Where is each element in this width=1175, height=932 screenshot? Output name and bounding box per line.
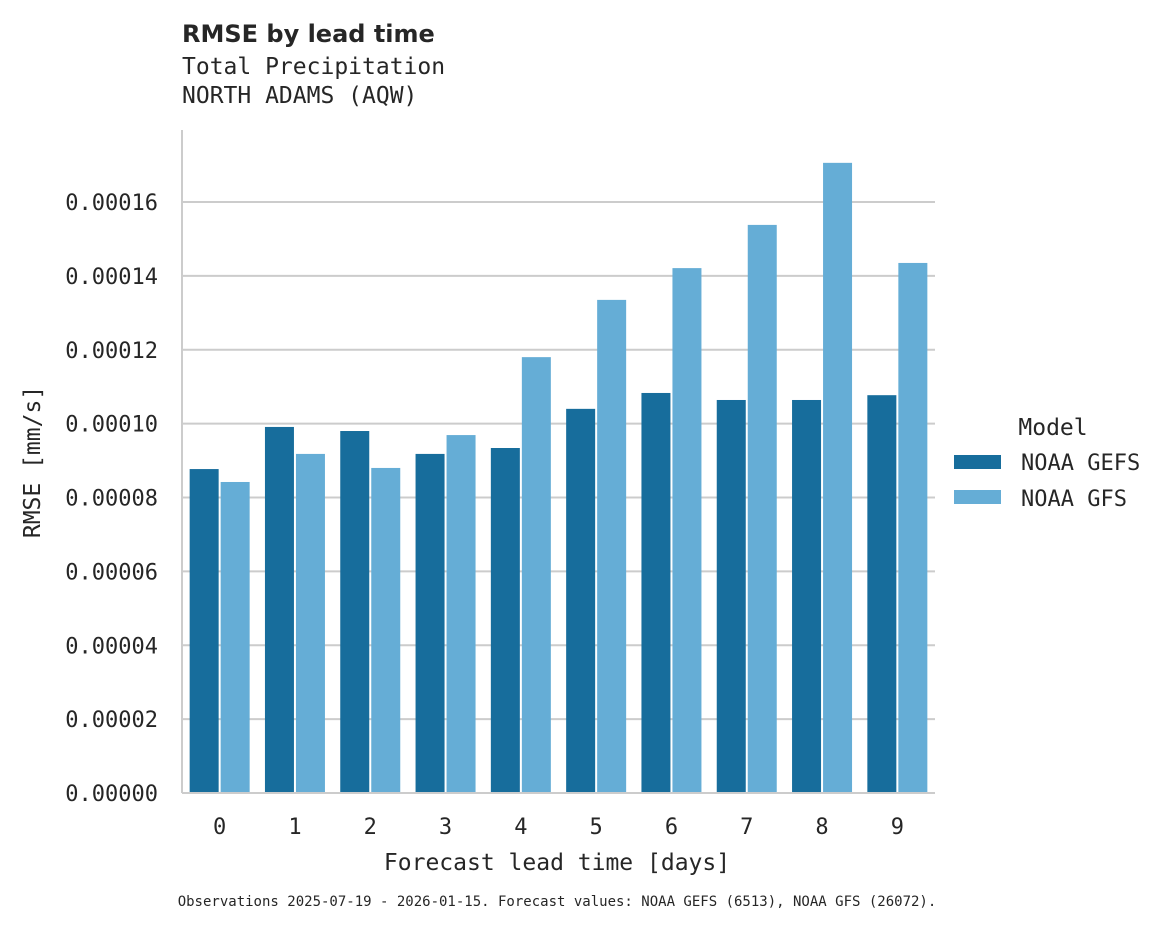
x-tick-label: 5 — [590, 815, 603, 840]
y-tick-label: 0.00016 — [65, 191, 158, 216]
legend: Model NOAA GEFS NOAA GFS — [954, 415, 1140, 512]
bar-gfs-6 — [672, 268, 702, 793]
bar-gefs-4 — [490, 448, 520, 793]
legend-label-gfs: NOAA GFS — [1021, 487, 1127, 512]
chart-title: RMSE by lead time — [182, 20, 435, 48]
legend-title: Model — [1018, 415, 1087, 441]
x-tick-label: 9 — [891, 815, 904, 840]
bar-gefs-1 — [264, 426, 294, 793]
bar-gfs-4 — [521, 357, 551, 793]
x-tick-label: 3 — [439, 815, 452, 840]
bar-gefs-6 — [641, 392, 671, 793]
legend-swatch-gfs — [954, 490, 1001, 504]
x-tick-label: 4 — [514, 815, 527, 840]
bar-gfs-1 — [295, 453, 325, 793]
y-tick-label: 0.00002 — [65, 708, 158, 733]
y-tick-label: 0.00012 — [65, 339, 158, 364]
bar-gefs-0 — [189, 469, 219, 793]
y-tick-label: 0.00006 — [65, 560, 158, 585]
y-tick-label: 0.00014 — [65, 265, 158, 290]
bar-gefs-9 — [867, 395, 897, 793]
footnote: Observations 2025-07-19 - 2026-01-15. Fo… — [178, 894, 937, 910]
bar-gfs-5 — [597, 299, 627, 793]
chart-subtitle-line-2: NORTH ADAMS (AQW) — [182, 83, 417, 109]
x-tick-label: 8 — [815, 815, 828, 840]
legend-swatch-gefs — [954, 455, 1001, 469]
bar-gefs-8 — [792, 399, 822, 793]
bar-gfs-7 — [747, 224, 777, 793]
bar-gefs-7 — [716, 399, 746, 793]
bar-gefs-5 — [566, 408, 596, 793]
y-tick-label: 0.00008 — [65, 487, 158, 512]
x-tick-label: 1 — [288, 815, 301, 840]
x-tick-label: 6 — [665, 815, 678, 840]
bar-gfs-3 — [446, 435, 476, 793]
y-tick-label: 0.00000 — [65, 782, 158, 807]
y-tick-label: 0.00010 — [65, 413, 158, 438]
chart-subtitle-line-1: Total Precipitation — [182, 54, 445, 80]
bar-gfs-0 — [220, 481, 250, 793]
x-tick-label: 0 — [213, 815, 226, 840]
bar-gfs-9 — [898, 262, 928, 793]
x-tick-label: 2 — [364, 815, 377, 840]
bar-gfs-2 — [371, 467, 401, 793]
y-axis-label: RMSE [mm/s] — [20, 386, 46, 538]
y-tick-label: 0.00004 — [65, 634, 158, 659]
bar-gefs-2 — [340, 431, 370, 793]
x-tick-label: 7 — [740, 815, 753, 840]
bar-gefs-3 — [415, 453, 445, 793]
legend-label-gefs: NOAA GEFS — [1021, 451, 1140, 476]
bar-gfs-8 — [823, 162, 853, 793]
x-axis-label: Forecast lead time [days] — [384, 850, 730, 876]
